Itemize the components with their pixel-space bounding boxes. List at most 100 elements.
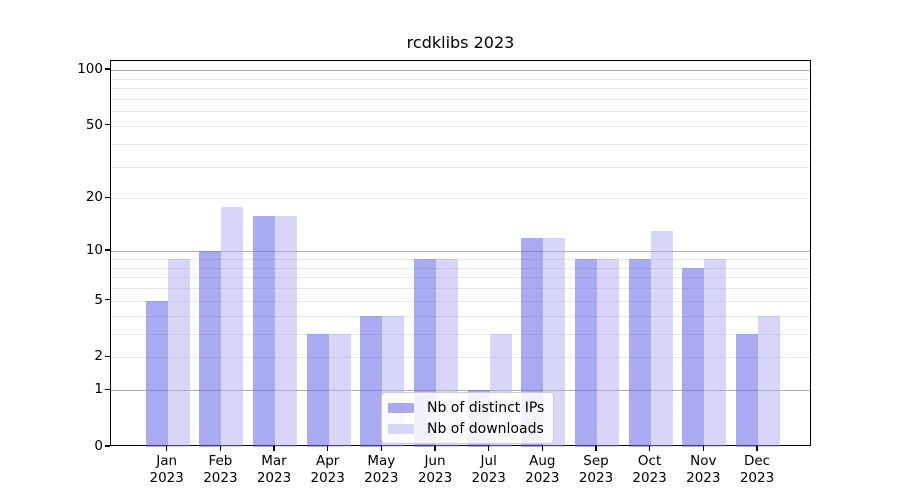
x-tick-year: 2023 <box>203 470 238 486</box>
x-tick-year: 2023 <box>417 470 453 486</box>
y-tick-mark <box>105 388 110 391</box>
y-gridline <box>111 125 810 127</box>
x-tick-month: Jul <box>480 453 497 469</box>
x-tick-mark <box>702 446 704 451</box>
bar-distinct-ips <box>145 300 168 447</box>
bar-downloads <box>221 206 244 447</box>
y-tick-label: 10 <box>85 242 103 259</box>
x-tick-year: 2023 <box>364 470 399 486</box>
y-tick-label: 100 <box>77 61 103 77</box>
y-tick-mark <box>105 68 110 70</box>
x-tick-label: Nov 2023 <box>671 453 735 487</box>
x-tick-mark <box>541 446 543 451</box>
x-tick-mark <box>327 446 329 451</box>
bar-downloads <box>275 215 297 447</box>
x-tick-month: Feb <box>208 453 233 469</box>
y-tick-mark <box>105 445 110 447</box>
x-tick-month: May <box>367 453 396 469</box>
legend-label: Nb of distinct IPs <box>427 399 545 416</box>
x-tick-month: Jan <box>156 453 178 469</box>
y-gridline <box>111 111 810 113</box>
x-tick-year: 2023 <box>739 470 775 486</box>
bar-downloads <box>650 231 673 447</box>
x-tick-year: 2023 <box>686 470 721 486</box>
y-gridline <box>111 267 810 269</box>
x-tick-mark <box>219 446 222 451</box>
y-gridline <box>111 143 810 145</box>
y-gridline <box>111 98 810 100</box>
bar-downloads <box>704 258 727 447</box>
y-gridline <box>111 288 810 289</box>
y-tick-mark <box>105 249 110 251</box>
x-tick-mark <box>488 446 490 451</box>
y-tick-mark <box>105 196 110 198</box>
bar-distinct-ips <box>306 333 329 447</box>
x-tick-year: 2023 <box>578 470 614 486</box>
x-tick-label: Sep 2023 <box>564 453 628 487</box>
legend-swatch <box>388 423 414 434</box>
y-tick-label: 50 <box>85 116 103 133</box>
x-tick-label: May 2023 <box>349 453 413 487</box>
y-gridline <box>111 300 810 302</box>
y-gridline <box>111 78 810 80</box>
chart-title: rcdklibs 2023 <box>406 33 515 52</box>
y-gridline <box>111 88 810 89</box>
y-gridline <box>111 198 810 200</box>
bar-distinct-ips <box>199 251 222 447</box>
bar-distinct-ips <box>360 315 383 447</box>
legend-label: Nb of downloads <box>427 420 544 437</box>
y-gridline <box>111 70 810 71</box>
x-tick-label: Aug 2023 <box>510 453 574 487</box>
bar-downloads <box>597 258 619 447</box>
x-tick-label: Mar 2023 <box>242 453 306 487</box>
bar-downloads <box>758 315 780 447</box>
x-tick-mark <box>648 446 651 451</box>
x-tick-mark <box>380 446 382 451</box>
x-tick-month: Dec <box>743 453 771 469</box>
x-tick-year: 2023 <box>632 470 667 486</box>
y-tick-label: 20 <box>85 189 103 206</box>
bar-distinct-ips <box>628 258 651 447</box>
y-tick-label: 5 <box>94 291 103 308</box>
y-tick-label: 1 <box>94 381 103 398</box>
bar-downloads <box>167 258 190 447</box>
x-tick-month: Nov <box>690 453 717 469</box>
y-gridline <box>111 251 810 253</box>
x-tick-month: Apr <box>316 453 340 469</box>
x-tick-year: 2023 <box>310 470 345 486</box>
y-gridline <box>111 315 810 317</box>
legend: Nb of distinct IPs Nb of downloads <box>381 392 555 444</box>
y-tick-mark <box>105 124 110 126</box>
x-tick-month: Aug <box>529 453 556 469</box>
y-tick-label: 2 <box>94 348 103 365</box>
y-gridline <box>111 390 810 392</box>
y-gridline <box>111 277 810 279</box>
x-tick-mark <box>273 446 275 451</box>
x-tick-year: 2023 <box>256 470 292 486</box>
x-tick-label: Feb 2023 <box>188 453 252 487</box>
bar-distinct-ips <box>253 215 275 447</box>
x-tick-month: Oct <box>637 453 662 469</box>
legend-swatch <box>388 402 414 413</box>
x-tick-label: Jun 2023 <box>403 453 467 487</box>
x-tick-year: 2023 <box>471 470 506 486</box>
y-gridline <box>111 333 810 335</box>
x-tick-year: 2023 <box>149 470 184 486</box>
x-tick-label: Dec 2023 <box>725 453 789 487</box>
x-tick-month: Sep <box>583 453 609 469</box>
x-tick-year: 2023 <box>525 470 560 486</box>
y-tick-label: 0 <box>94 438 103 454</box>
x-tick-label: Oct 2023 <box>618 453 682 487</box>
x-tick-mark <box>434 446 436 451</box>
y-tick-mark <box>105 355 110 357</box>
bar-distinct-ips <box>575 258 597 447</box>
x-tick-label: Jul 2023 <box>457 453 521 487</box>
x-tick-label: Jan 2023 <box>135 453 199 487</box>
bar-downloads <box>328 333 351 447</box>
y-gridline <box>111 357 810 359</box>
x-tick-mark <box>166 446 168 451</box>
y-gridline <box>111 258 810 260</box>
bar-distinct-ips <box>682 267 705 447</box>
x-tick-month: Jun <box>424 453 446 469</box>
